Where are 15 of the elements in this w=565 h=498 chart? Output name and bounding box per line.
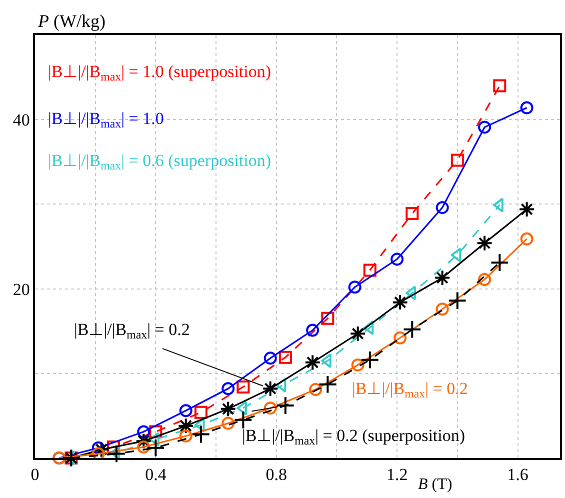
x-tick-label: 1.2 [386, 465, 408, 484]
legend-label: |B⊥|/|B$_{max}$| = 0.2 (superposition) [242, 426, 466, 448]
x-tick-label: 0.4 [145, 465, 167, 484]
text: |B⊥|/|B$_{max}$| = 0.6 (superposition) [48, 151, 272, 173]
text: |B⊥|/|B$_{max}$| = 0.2 [74, 320, 190, 342]
y-tick-label: 20 [12, 280, 30, 299]
text: |B⊥|/|B$_{max}$| = 1.0 [48, 109, 164, 131]
x-axis-title: B (T) [418, 476, 452, 493]
x-tick-label: 0 [30, 465, 40, 484]
text: |B⊥|/|B$_{max}$| = 1.0 (superposition) [48, 62, 272, 84]
x-tick-label: 0.8 [266, 465, 288, 484]
y-tick-label: 40 [12, 110, 30, 130]
series-label: |B⊥|/|B$_{max}$| = 0.2 [352, 379, 468, 401]
x-tick-label: 1.6 [507, 465, 528, 484]
y-axis-title: P (W/kg) [37, 11, 106, 31]
